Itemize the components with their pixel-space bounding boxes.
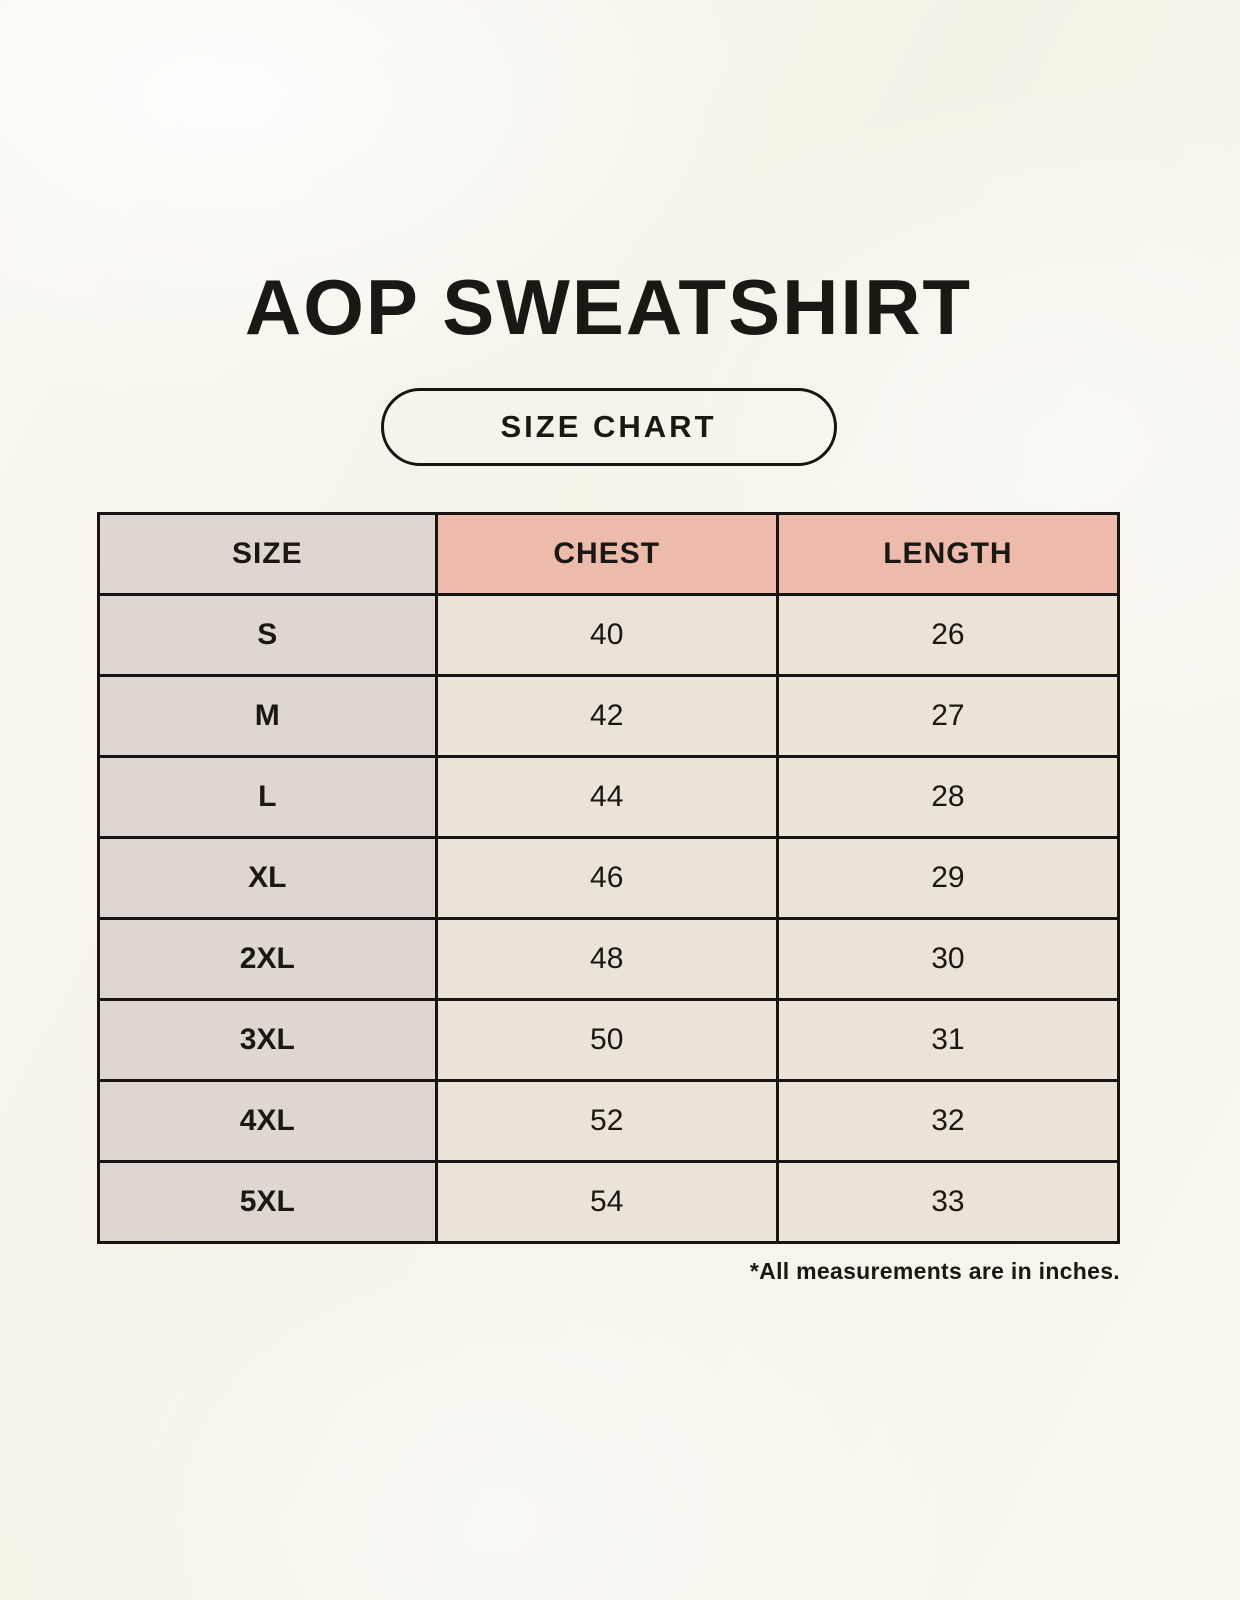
length-cell: 28: [775, 755, 1121, 839]
size-cell: 5XL: [97, 1160, 438, 1244]
size-cell: M: [97, 674, 438, 758]
length-cell: 29: [775, 836, 1121, 920]
badge-container: SIZE CHART: [97, 388, 1120, 466]
length-cell: 27: [775, 674, 1121, 758]
table-row: 5XL 54 33: [97, 1160, 1121, 1244]
size-cell: 4XL: [97, 1079, 438, 1163]
table-header-row: SIZE CHEST LENGTH: [97, 512, 1121, 596]
table-row: 3XL 50 31: [97, 998, 1121, 1082]
size-chart-badge: SIZE CHART: [380, 388, 837, 466]
chest-cell: 54: [434, 1160, 779, 1244]
size-chart-badge-label: SIZE CHART: [500, 409, 717, 444]
table-row: XL 46 29: [97, 836, 1121, 920]
chest-cell: 52: [434, 1079, 779, 1163]
length-cell: 26: [775, 593, 1121, 677]
chest-cell: 50: [434, 998, 779, 1082]
size-table-body: S 40 26 M 42 27 L 44 28 XL 46 29 2XL 48 30 3XL 50 31 4XL 52…: [97, 593, 1121, 1244]
length-cell: 33: [775, 1160, 1121, 1244]
size-cell: 2XL: [97, 917, 438, 1001]
chest-cell: 46: [434, 836, 779, 920]
size-cell: 3XL: [97, 998, 438, 1082]
page-title: AOP SWEATSHIRT: [244, 263, 973, 351]
chest-cell: 40: [434, 593, 779, 677]
column-header-size: SIZE: [97, 512, 438, 596]
chest-cell: 48: [434, 917, 779, 1001]
size-chart-page: AOP SWEATSHIRT SIZE CHART SIZE CHEST LEN…: [97, 0, 1121, 1285]
chest-cell: 44: [434, 755, 779, 839]
size-cell: S: [97, 593, 438, 677]
size-cell: L: [97, 755, 438, 839]
chest-cell: 42: [434, 674, 779, 758]
table-row: L 44 28: [97, 755, 1121, 839]
table-row: S 40 26: [97, 593, 1121, 677]
table-row: 2XL 48 30: [97, 917, 1121, 1001]
length-cell: 32: [775, 1079, 1121, 1163]
column-header-length: LENGTH: [775, 512, 1121, 596]
table-row: 4XL 52 32: [97, 1079, 1121, 1163]
measurements-footnote: *All measurements are in inches.: [749, 1258, 1120, 1284]
table-row: M 42 27: [97, 674, 1121, 758]
length-cell: 30: [775, 917, 1121, 1001]
size-table: SIZE CHEST LENGTH S 40 26 M 42 27 L 44 28 XL 46 29 2…: [97, 512, 1121, 1244]
length-cell: 31: [775, 998, 1121, 1082]
column-header-chest: CHEST: [434, 512, 779, 596]
size-cell: XL: [97, 836, 438, 920]
